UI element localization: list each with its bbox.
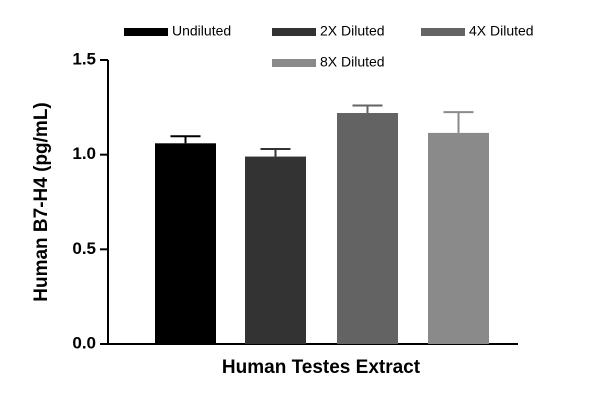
y-tick-label: 0.0: [72, 333, 96, 352]
legend-label: 4X Diluted: [469, 23, 534, 39]
legend-swatch: [272, 59, 316, 67]
bar: [337, 113, 398, 344]
legend-label: 2X Diluted: [320, 23, 385, 39]
legend-label: 8X Diluted: [320, 54, 385, 70]
bar: [245, 156, 306, 344]
bar: [155, 143, 216, 344]
legend-swatch: [421, 28, 465, 36]
legend-label: Undiluted: [172, 23, 231, 39]
x-axis-title: Human Testes Extract: [222, 357, 421, 378]
bar: [428, 132, 489, 344]
y-tick-label: 1.5: [72, 49, 96, 68]
y-tick-label: 0.5: [72, 239, 96, 258]
y-tick-label: 1.0: [72, 144, 96, 163]
legend-swatch: [124, 28, 168, 36]
legend-swatch: [272, 28, 316, 36]
y-axis-title: Human B7-H4 (pg/mL): [31, 102, 52, 302]
